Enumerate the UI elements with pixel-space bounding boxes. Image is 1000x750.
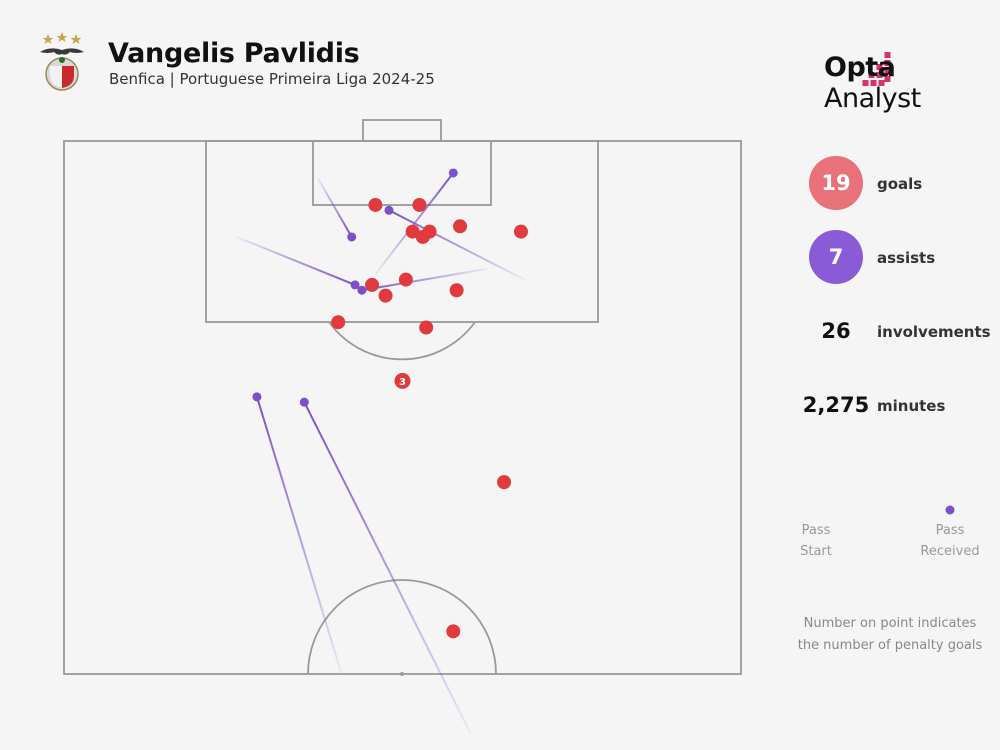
pass-received-label: Pass Received — [916, 520, 984, 562]
pitch-outline — [63, 140, 742, 675]
goal-point — [368, 197, 383, 212]
assist-received-point — [350, 280, 360, 290]
six-yard-box — [312, 140, 492, 206]
assist-pass-line — [255, 396, 343, 675]
penalty-area — [205, 140, 599, 323]
goal-point — [365, 277, 380, 292]
pass-start-label-line2: Start — [800, 544, 832, 559]
assist-received-point — [347, 232, 357, 242]
pass-start-label-line1: Pass — [801, 523, 831, 538]
brand-name: Opta Analyst — [824, 52, 1000, 114]
goal-points: 3 — [331, 197, 528, 639]
penalty-count-label: 3 — [399, 377, 406, 388]
goal-frame — [362, 119, 442, 142]
goal-point — [331, 315, 346, 330]
involvements-label: involvements — [877, 323, 991, 341]
goal-point — [446, 624, 461, 639]
penalty-arc — [328, 321, 476, 361]
pitch-markings — [63, 119, 742, 675]
minutes-value: 2,275 — [802, 393, 870, 417]
assists-label: assists — [877, 249, 936, 267]
assist-pass-line — [361, 267, 488, 292]
goal-point — [419, 320, 434, 335]
brand-name-light: Analyst — [824, 83, 921, 114]
goal-point — [378, 288, 393, 303]
penalty-note-line1: Number on point indicates — [803, 616, 977, 631]
penalty-note: Number on point indicates the number of … — [790, 613, 990, 657]
pass-legend-line — [814, 505, 955, 515]
brand-name-bold: Opta — [824, 52, 896, 83]
assist-received-point — [299, 397, 309, 407]
page-subtitle: Benfica | Portuguese Primeira Liga 2024-… — [109, 70, 435, 88]
goal-point — [453, 219, 468, 234]
assist-lines — [236, 168, 525, 734]
goal-point — [449, 283, 464, 298]
centre-circle — [307, 579, 497, 675]
goal-point — [398, 272, 413, 287]
goals-value: 19 — [809, 156, 863, 210]
assist-received-point — [252, 392, 262, 402]
goal-point — [412, 197, 427, 212]
goal-point — [497, 475, 512, 490]
goal-point — [513, 224, 528, 239]
assist-received-point — [448, 168, 458, 178]
pass-received-marker — [945, 505, 955, 515]
assist-received-point — [357, 285, 367, 295]
pass-start-label: Pass Start — [797, 520, 835, 562]
assist-pass-line — [388, 209, 525, 281]
assist-pass-line — [317, 177, 353, 238]
assist-received-point — [384, 205, 394, 215]
club-crest-logo — [40, 32, 84, 91]
goal-point — [394, 372, 411, 389]
goal-point — [422, 224, 437, 239]
assist-pass-line — [236, 236, 356, 286]
assist-pass-line — [303, 401, 472, 734]
opta-analyst-logo-icon — [862, 52, 891, 86]
pass-received-label-line1: Pass — [935, 523, 965, 538]
goals-label: goals — [877, 175, 923, 193]
involvements-value: 26 — [821, 319, 851, 343]
centre-spot — [400, 672, 404, 676]
page-title: Vangelis Pavlidis — [108, 38, 360, 69]
minutes-label: minutes — [877, 397, 946, 415]
pass-received-label-line2: Received — [920, 544, 980, 559]
penalty-note-line2: the number of penalty goals — [797, 638, 983, 653]
assists-value: 7 — [809, 230, 863, 284]
